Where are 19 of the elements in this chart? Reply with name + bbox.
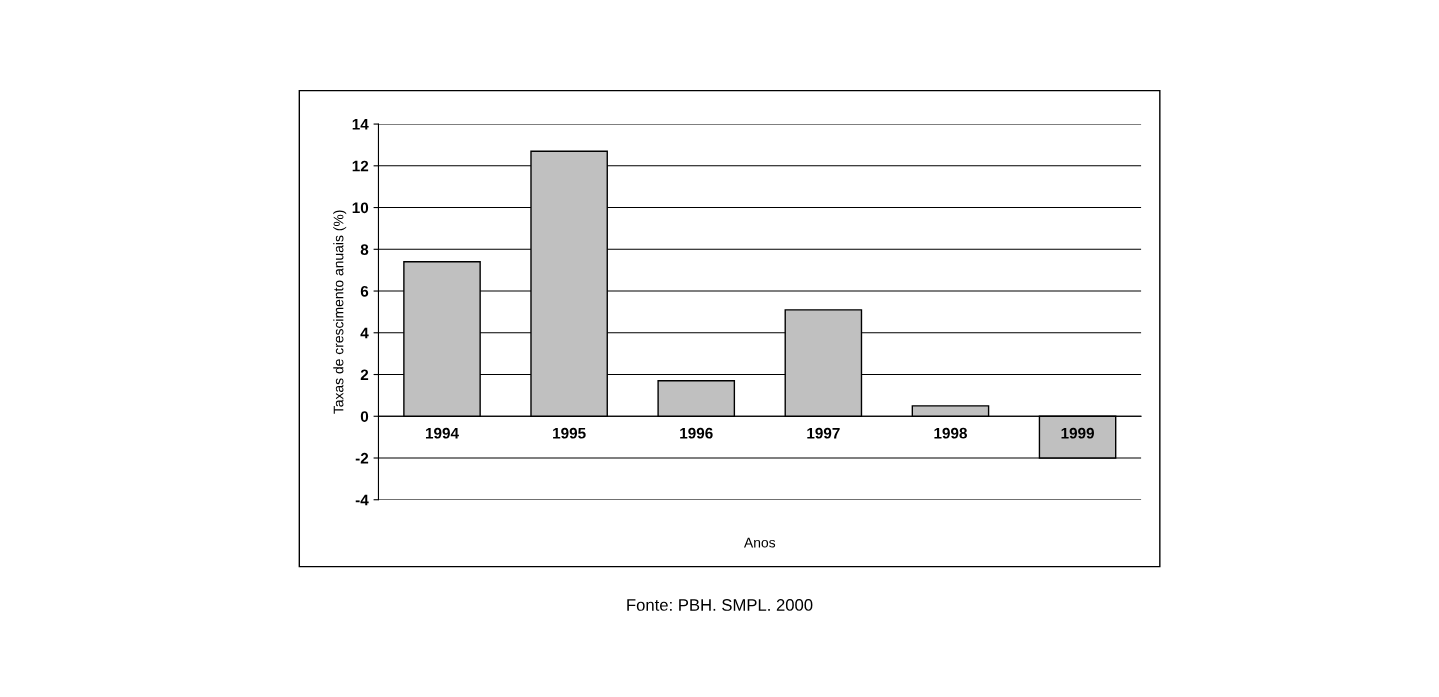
x-tick-label: 1996 bbox=[680, 427, 713, 439]
y-tick-label: 2 bbox=[360, 369, 369, 381]
y-tick-label: 12 bbox=[352, 160, 369, 172]
y-tick-label: -4 bbox=[355, 494, 369, 506]
x-tick-label: 1995 bbox=[553, 427, 586, 439]
x-tick-label: 1994 bbox=[425, 427, 459, 439]
y-tick-label: 8 bbox=[360, 244, 369, 255]
y-tick-label: 0 bbox=[360, 411, 369, 422]
source-note: Fonte: PBH. SMPL. 2000 bbox=[627, 599, 813, 611]
x-tick-label: 1999 bbox=[1061, 427, 1094, 439]
x-tick-label: 1997 bbox=[807, 427, 840, 439]
x-tick-label: 1998 bbox=[934, 427, 967, 439]
x-axis-title: Anos bbox=[743, 537, 776, 548]
y-tick-label: 4 bbox=[360, 327, 369, 339]
y-tick-label: 6 bbox=[360, 285, 369, 297]
y-tick-label: 10 bbox=[352, 202, 369, 214]
y-tick-label: 14 bbox=[352, 119, 369, 130]
y-axis-title: Taxas de crescimento anuais (%) bbox=[333, 210, 347, 414]
y-tick-label: -2 bbox=[355, 452, 369, 464]
